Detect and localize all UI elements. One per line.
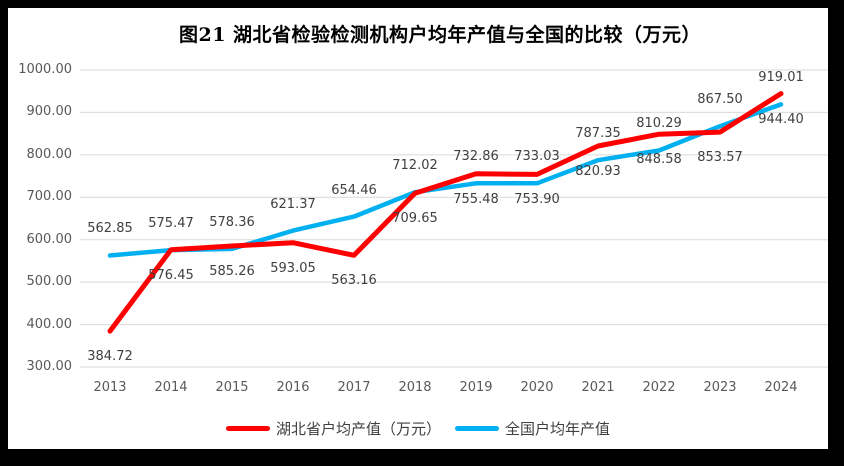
x-axis-tick-label: 2014 — [154, 380, 188, 395]
data-label: 753.90 — [514, 192, 560, 207]
y-axis-tick-label: 1000.00 — [18, 62, 72, 77]
x-axis-tick-label: 2016 — [276, 380, 310, 395]
legend-item-0: 湖北省户均产值（万元） — [225, 418, 441, 439]
plot-svg — [80, 69, 828, 368]
data-label: 654.46 — [331, 183, 377, 198]
data-label: 755.48 — [453, 192, 499, 207]
legend-item-1: 全国户均年产值 — [455, 418, 610, 439]
y-axis-tick-label: 700.00 — [26, 189, 73, 205]
x-axis-tick-label: 2024 — [764, 380, 798, 395]
x-axis-tick-label: 2013 — [93, 380, 127, 395]
data-label: 712.02 — [392, 158, 438, 173]
legend-line-swatch — [455, 426, 499, 431]
legend: 湖北省户均产值（万元） 全国户均年产值 — [8, 418, 828, 439]
x-axis-tick-label: 2018 — [398, 380, 432, 395]
data-label: 384.72 — [87, 349, 133, 364]
data-label: 562.85 — [87, 221, 133, 236]
y-axis-tick-label: 900.00 — [26, 104, 73, 120]
series-line-0 — [107, 91, 784, 334]
y-axis-tick-label: 600.00 — [26, 231, 73, 247]
data-label: 621.37 — [270, 197, 316, 212]
data-label: 853.57 — [697, 150, 743, 165]
chart-canvas: 图21 湖北省检验检测机构户均年产值与全国的比较（万元） 300.00 400.0… — [8, 8, 828, 449]
data-label: 585.26 — [209, 264, 255, 279]
data-label: 848.58 — [636, 152, 682, 167]
x-axis-tick-label: 2019 — [459, 380, 493, 395]
data-label: 944.40 — [758, 112, 804, 127]
x-axis-tick-label: 2017 — [337, 380, 371, 395]
data-label: 732.86 — [453, 149, 499, 164]
data-label: 709.65 — [392, 211, 438, 226]
y-axis-tick-label: 500.00 — [26, 274, 73, 290]
y-axis-tick-label: 800.00 — [26, 146, 73, 162]
x-axis-tick-label: 2020 — [520, 380, 554, 395]
legend-label: 全国户均年产值 — [505, 420, 611, 438]
data-label: 733.03 — [514, 149, 560, 164]
y-axis-tick-label: 400.00 — [26, 316, 73, 332]
data-label: 563.16 — [331, 273, 377, 288]
data-label: 919.01 — [758, 70, 804, 85]
data-label: 575.47 — [148, 216, 194, 231]
x-axis-tick-label: 2021 — [581, 380, 615, 395]
data-label: 810.29 — [636, 116, 682, 131]
data-label: 576.45 — [148, 268, 194, 283]
y-axis-tick-label: 300.00 — [26, 359, 73, 374]
chart-title: 图21 湖北省检验检测机构户均年产值与全国的比较（万元） — [178, 24, 702, 46]
x-axis-tick-label: 2022 — [642, 380, 676, 395]
x-axis-tick-label: 2015 — [215, 380, 249, 395]
data-label: 820.93 — [575, 164, 621, 179]
legend-line-swatch — [225, 426, 270, 431]
data-label: 593.05 — [270, 261, 316, 276]
data-label: 787.35 — [575, 126, 621, 141]
x-axis-tick-label: 2023 — [703, 380, 737, 395]
data-label: 867.50 — [697, 92, 743, 107]
legend-label: 湖北省户均产值（万元） — [275, 420, 441, 438]
data-label: 578.36 — [209, 215, 255, 230]
